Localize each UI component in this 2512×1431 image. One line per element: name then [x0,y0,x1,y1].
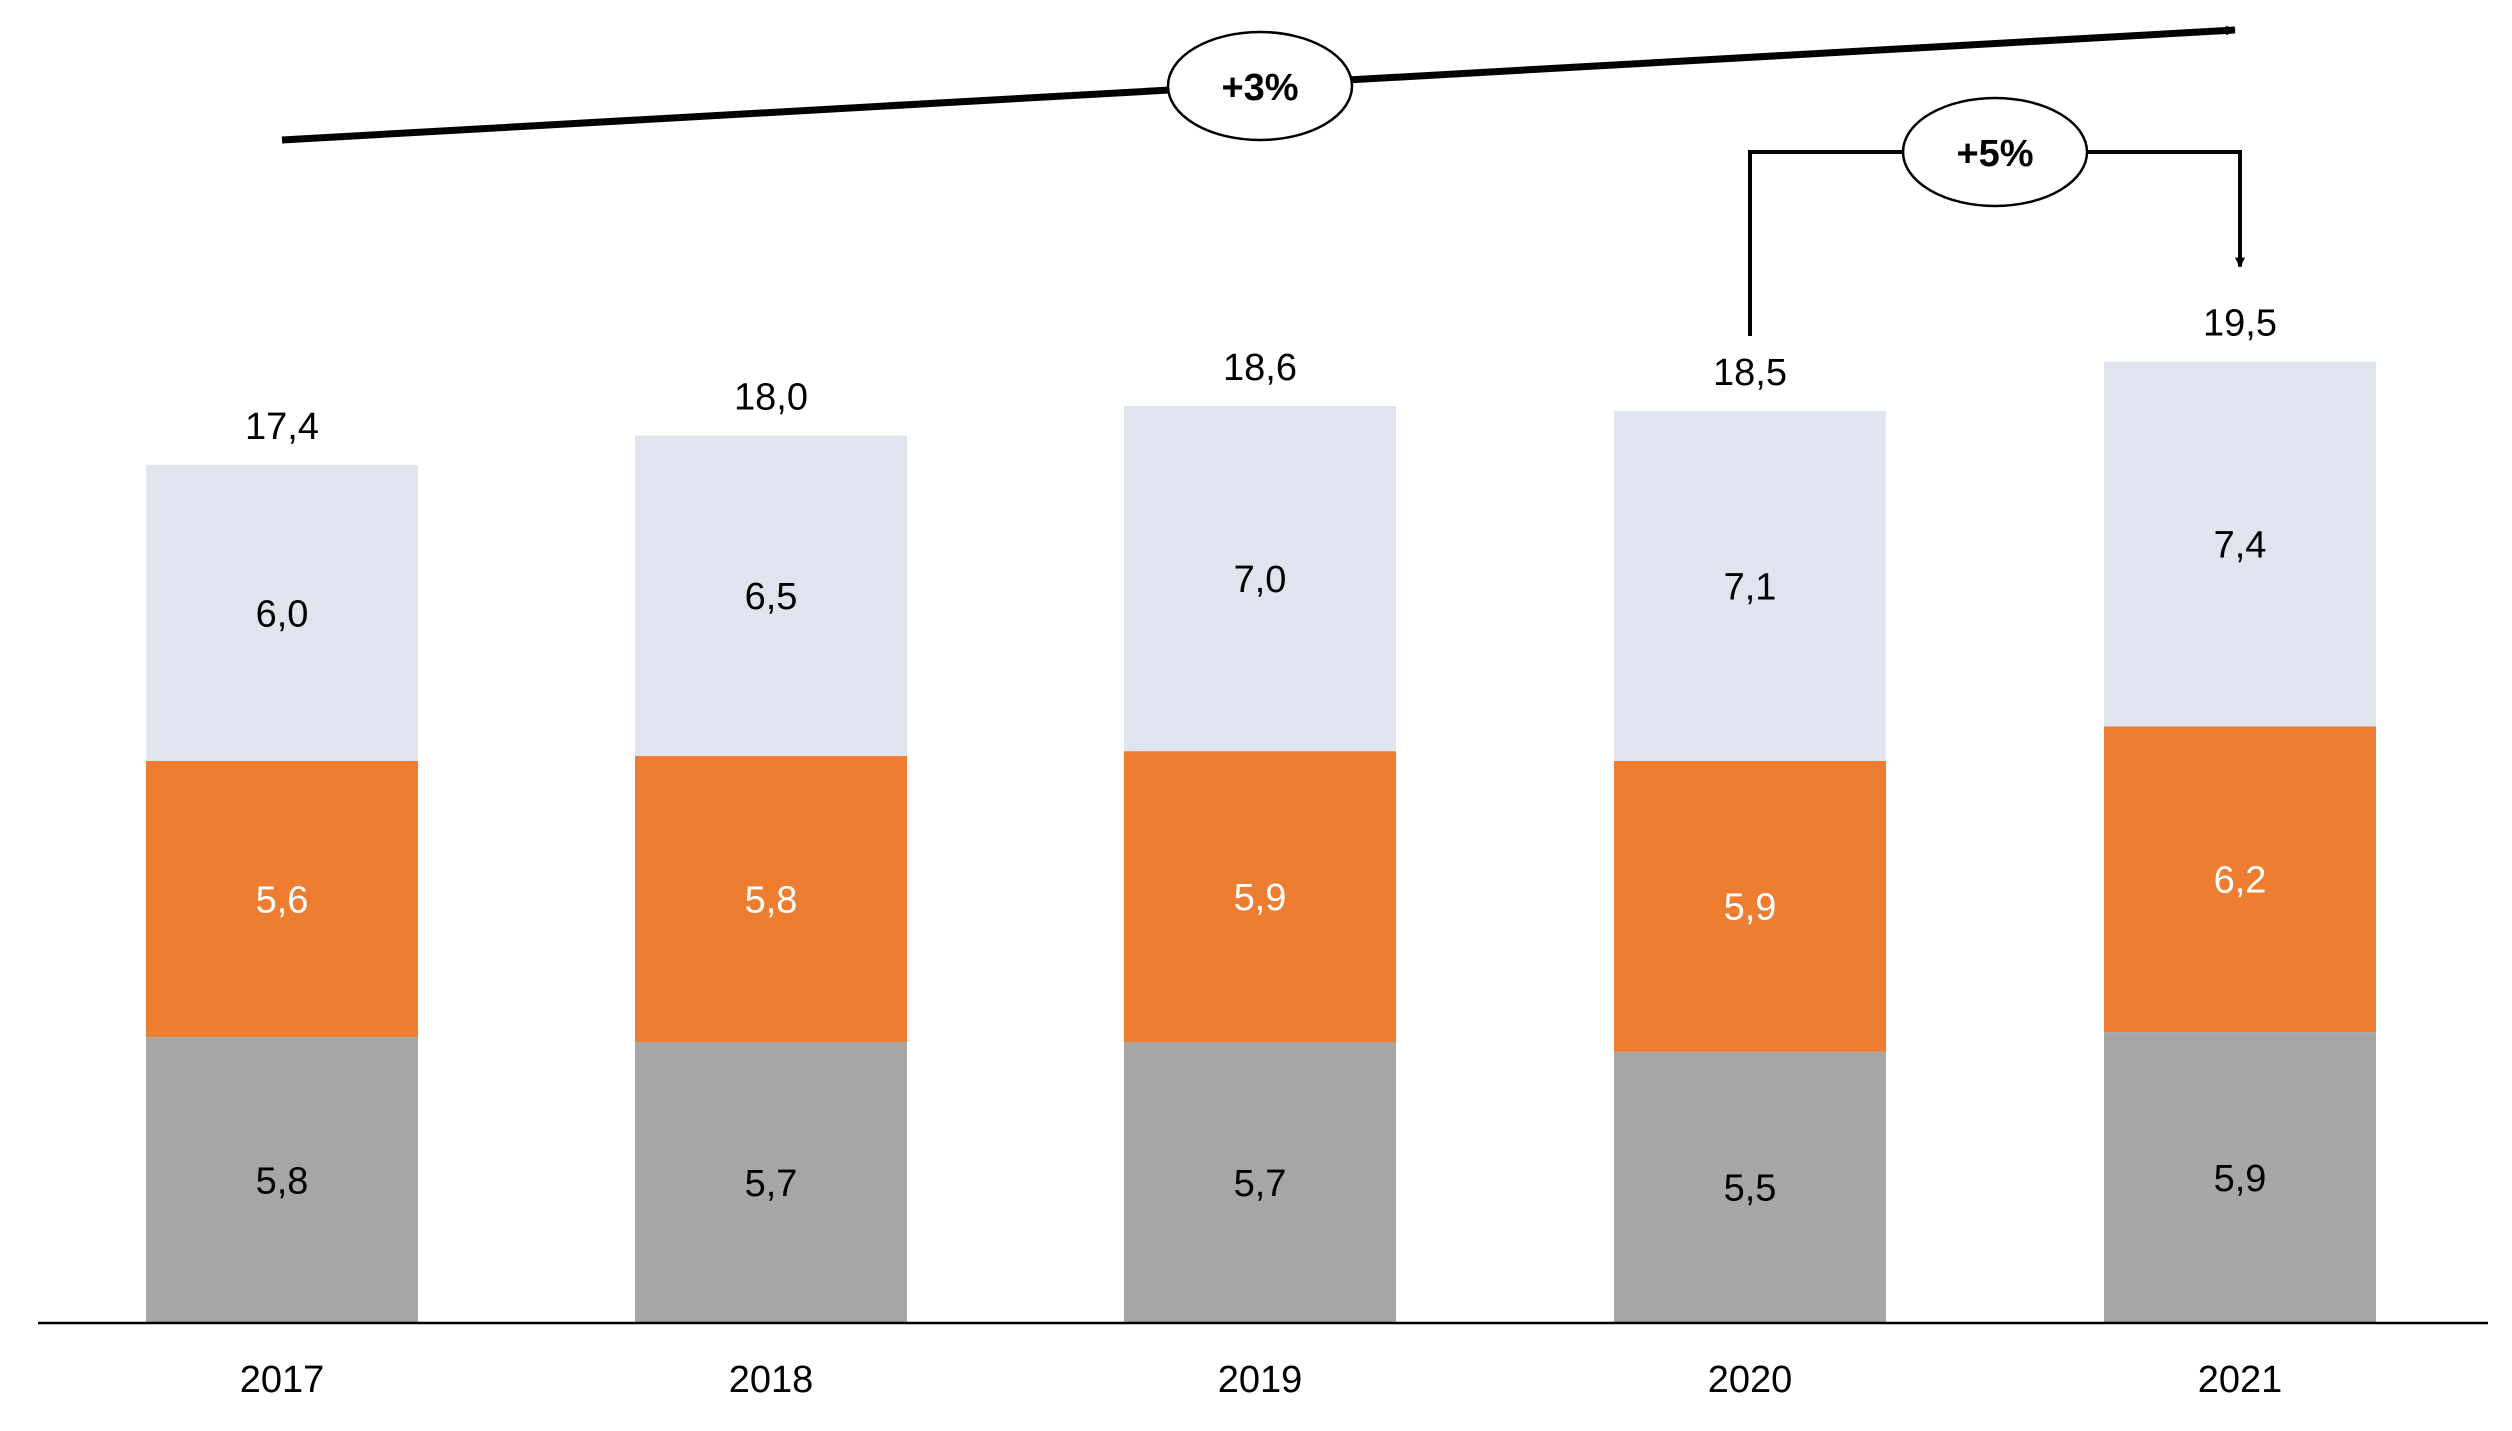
yoy-ellipse [1901,96,2089,208]
segment-value-label: 5,5 [1724,1168,1777,1210]
total-value-label: 19,5 [2203,303,2277,345]
bar-segment [635,1041,907,1323]
bar-segment [1124,406,1396,752]
bar-segment [1124,751,1396,1042]
segment-value-label: 5,9 [2214,1158,2267,1200]
segment-value-label: 6,5 [745,576,798,618]
x-tick-labels: 2017 2018 2019 2020 2021 [240,1359,2283,1401]
bar-segment [2104,1032,2376,1323]
x-tick-label: 2021 [2198,1359,2283,1401]
segment-value-label: 5,7 [745,1163,798,1205]
total-value-label: 18,6 [1223,347,1297,389]
bar-segment [1614,1051,1886,1323]
segment-value-label: 6,0 [256,593,309,635]
bar-segment [1614,760,1886,1052]
total-value-label: 18,0 [734,377,808,419]
segment-value-label: 5,6 [256,879,309,921]
bar-segment [146,760,418,1038]
bar-segment [2104,726,2376,1033]
cagr-ellipse [1166,30,1354,142]
bars-layer: 5,8 5,6 6,0 17,4 5,7 5,8 6,5 18,0 5,7 5,9 7,0 18,6 5… [146,303,2376,1323]
total-value-label: 18,5 [1713,352,1787,394]
segment-value-label: 6,2 [2214,860,2267,902]
segment-value-label: 5,9 [1724,887,1777,929]
x-tick-label: 2020 [1708,1359,1793,1401]
bar-segment [1614,410,1886,761]
bar-segment [146,465,418,761]
bar-segment [1124,1041,1396,1323]
segment-value-label: 5,9 [1234,877,1287,919]
segment-value-label: 5,8 [745,879,798,921]
segment-value-label: 5,8 [256,1160,309,1202]
x-tick-label: 2017 [240,1359,325,1401]
x-tick-label: 2018 [729,1359,814,1401]
growth-annotations: +3% +5% [281,25,2245,336]
segment-value-label: 7,0 [1234,559,1287,601]
segment-value-label: 7,4 [2214,524,2267,566]
bar-segment [146,1037,418,1323]
yoy-label: +5% [1956,133,2033,175]
bar-segment [635,756,907,1042]
cagr-label: +3% [1221,67,1298,109]
x-tick-label: 2019 [1218,1359,1303,1401]
segment-value-label: 5,7 [1234,1163,1287,1205]
segment-value-label: 7,1 [1724,566,1777,608]
total-value-label: 17,4 [245,406,319,448]
bar-segment [2104,361,2376,727]
bar-segment [635,435,907,757]
